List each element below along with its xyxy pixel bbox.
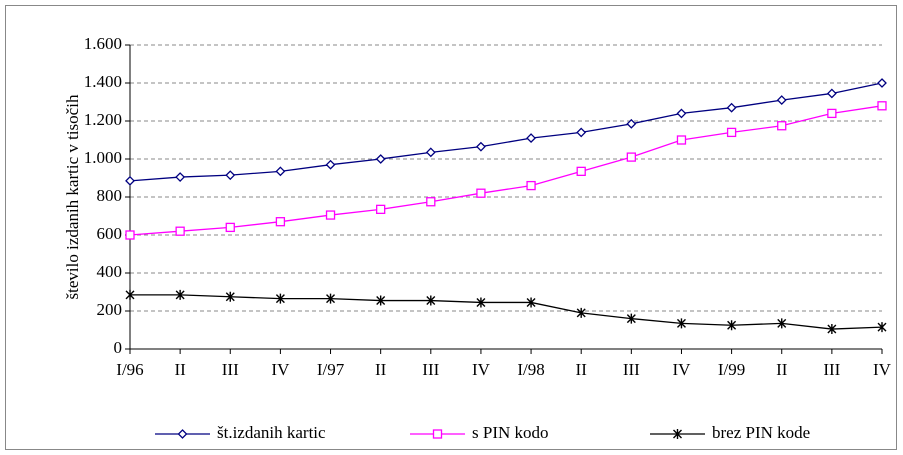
x-tick-label: IV [271,360,290,379]
data-point [676,108,687,119]
data-point [476,188,486,198]
y-tick-label: 1.000 [84,148,122,167]
x-tick-label: III [422,360,439,379]
x-tick-label: II [776,360,788,379]
data-point [125,289,135,300]
series-line [130,294,883,330]
y-tick-label: 1.400 [84,72,122,91]
data-point [576,166,586,177]
legend-label: št.izdanih kartic [217,423,326,442]
data-point [877,322,887,333]
data-point [325,210,336,220]
data-point [426,197,436,207]
data-point [476,141,486,152]
data-point [576,127,587,138]
data-point [877,78,887,88]
x-tick-label: IV [472,360,491,379]
legend-label: brez PIN kode [712,423,810,442]
data-point [225,170,236,181]
data-point [275,293,285,304]
data-point [526,297,536,308]
data-point [526,180,536,191]
chart-border [5,5,897,450]
data-point [626,118,637,129]
y-tick-label: 400 [97,262,123,281]
data-point [576,307,586,318]
data-point [325,159,336,170]
data-point [175,289,185,300]
y-tick-label: 600 [97,224,123,243]
legend-marker [177,429,188,439]
data-point [376,204,386,215]
data-point [426,295,436,306]
data-point [777,121,787,131]
y-axis-label: število izdanih kartic v tisočih [63,94,82,299]
y-tick-label: 0 [114,338,123,357]
x-tick-label: II [576,360,588,379]
y-tick-label: 1.600 [84,34,122,53]
data-point [326,293,336,304]
data-point [726,102,737,113]
data-point [175,172,186,182]
data-point [275,217,286,227]
x-tick-label: III [222,360,239,379]
legend-label: s PIN kodo [472,423,549,442]
data-point [375,154,386,164]
data-point [175,226,185,236]
data-point [826,88,837,99]
data-point [275,166,286,177]
data-point [827,324,837,335]
x-tick-label: I/98 [517,360,544,379]
series-line [129,82,883,182]
data-point [626,313,636,324]
data-point [626,152,636,162]
data-point [827,108,837,119]
x-tick-label: IV [672,360,691,379]
legend-marker [673,429,682,439]
x-tick-label: III [823,360,840,379]
data-point [225,222,235,233]
x-tick-label: IV [873,360,892,379]
data-point [727,320,737,331]
data-point [877,101,887,111]
x-tick-label: I/99 [718,360,745,379]
series-line [129,105,883,236]
data-point [376,295,386,306]
x-tick-label: III [623,360,640,379]
data-point [125,230,135,240]
data-point [777,318,787,329]
data-point [225,291,235,302]
x-tick-label: II [375,360,387,379]
data-point [526,133,536,144]
data-point [125,175,135,186]
y-tick-label: 200 [97,300,123,319]
data-point [425,147,436,158]
x-tick-label: I/97 [317,360,345,379]
data-point [676,135,687,145]
data-point [776,95,787,106]
y-tick-label: 800 [97,186,123,205]
x-tick-label: I/96 [116,360,143,379]
data-point [476,297,486,308]
x-tick-label: II [174,360,186,379]
y-tick-label: 1.200 [84,110,122,129]
legend-marker [432,429,443,439]
data-point [726,127,737,138]
data-point [676,318,686,329]
